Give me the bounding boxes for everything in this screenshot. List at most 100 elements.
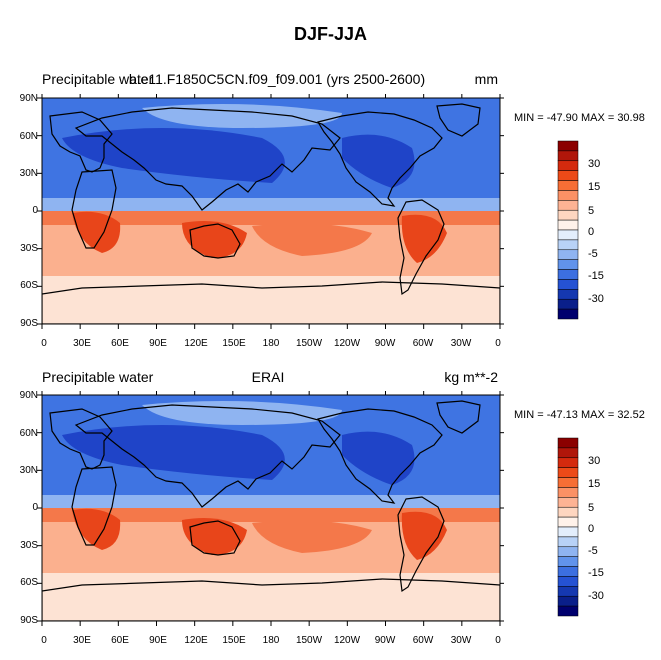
panel-1-lon-label: 60E xyxy=(111,338,129,349)
coastline xyxy=(42,281,500,324)
panel-2-lon-label: 30E xyxy=(73,635,91,646)
panel-2-lon-label: 0 xyxy=(41,635,47,646)
panel-1-right-title: mm xyxy=(474,71,498,87)
panel-1-lon-label: 60W xyxy=(412,338,434,349)
panel-1-lon-label: 120E xyxy=(184,338,208,349)
panel-1-lon-label: 150E xyxy=(222,338,246,349)
panel-2-lon-label: 150W xyxy=(295,635,323,646)
panel-1-lon-label: 180 xyxy=(262,338,280,349)
coastline xyxy=(49,111,113,173)
colorbar-swatch xyxy=(557,467,579,478)
colorbar-swatch xyxy=(557,308,579,320)
panel-1-lon-label: 30W xyxy=(450,338,472,349)
panel-2-lat-label: 30S xyxy=(20,540,38,551)
colorbar-swatch xyxy=(557,249,579,260)
coastline xyxy=(71,466,117,546)
panel-1-lon-label: 0 xyxy=(41,338,47,349)
coastline xyxy=(436,400,481,434)
colorbar-swatch xyxy=(557,209,579,221)
colorbar-swatch xyxy=(557,298,579,310)
panel-2-colorbar-label: 0 xyxy=(588,523,595,535)
coastline xyxy=(74,107,341,211)
panel-2-colorbar xyxy=(557,437,579,617)
coastline xyxy=(49,408,113,470)
panel-2-lon-label: 90E xyxy=(149,635,167,646)
panel-1-lon-label: 90E xyxy=(149,338,167,349)
panel-2-colorbar-label: -5 xyxy=(588,545,598,557)
panel-2-right-title: kg m**-2 xyxy=(444,369,498,385)
panel-1-field xyxy=(42,98,500,324)
panel-2-lon-label: 120W xyxy=(333,635,361,646)
colorbar-swatch xyxy=(557,170,579,181)
panel-2-lon-label: 0 xyxy=(495,635,501,646)
panel-1-colorbar-label: -30 xyxy=(588,293,604,305)
panel-2-lon-label: 150E xyxy=(222,635,246,646)
colorbar-swatch xyxy=(557,239,579,251)
panel-1-lat-label: 90S xyxy=(20,318,38,329)
panel-1-lat-label: 60S xyxy=(20,280,38,291)
colorbar-swatch xyxy=(557,259,579,270)
coastline xyxy=(42,578,500,621)
panel-1-lon-label: 0 xyxy=(495,338,501,349)
panel-2-lat-label: 90S xyxy=(20,615,38,626)
panel-1-lon-label: 90W xyxy=(374,338,396,349)
panel-1-lat-label: 30N xyxy=(19,168,38,179)
panel-2-left-title: Precipitable water xyxy=(42,369,154,385)
colorbar-swatch xyxy=(557,576,579,587)
colorbar-swatch xyxy=(557,497,579,508)
colorbar-swatch xyxy=(557,190,579,201)
panel-1-left-title: Precipitable water xyxy=(42,71,154,87)
panel-2-field xyxy=(42,395,500,621)
colorbar-swatch xyxy=(557,586,579,597)
panel-2-lon-label: 180 xyxy=(262,635,280,646)
panel-1-lon-label: 30E xyxy=(73,338,91,349)
colorbar-swatch xyxy=(557,269,579,280)
coastline xyxy=(317,408,443,504)
figure-title: DJF-JJA xyxy=(293,24,368,44)
panel-2-lat-label: 90N xyxy=(19,390,38,401)
panel-2-lat-label: 60N xyxy=(19,428,38,439)
colorbar-swatch xyxy=(557,229,579,241)
colorbar-swatch xyxy=(557,526,579,538)
panel-1-lat-label: 60N xyxy=(19,131,38,142)
panel-1-lat-label: 0 xyxy=(32,205,38,216)
coastline xyxy=(397,199,445,296)
colorbar-swatch xyxy=(557,457,579,468)
coastline xyxy=(74,404,341,508)
coastline xyxy=(436,103,481,137)
panel-2-lat-label: 30N xyxy=(19,465,38,476)
panel-1-colorbar-label: 5 xyxy=(588,205,595,217)
colorbar-swatch xyxy=(557,536,579,548)
colorbar-swatch xyxy=(557,289,579,300)
panel-2-lon-label: 60E xyxy=(111,635,129,646)
colorbar-swatch xyxy=(557,279,579,290)
panel-2-lat-label: 0 xyxy=(32,502,38,513)
panel-2-colorbar-label: -30 xyxy=(588,590,604,602)
colorbar-swatch xyxy=(557,566,579,577)
panel-2-colorbar-label: -15 xyxy=(588,567,604,579)
coastline xyxy=(397,496,445,593)
panel-2-colorbar-label: 15 xyxy=(588,478,601,490)
colorbar-swatch xyxy=(557,595,579,607)
coastline xyxy=(189,520,241,556)
panel-1-colorbar-label: -5 xyxy=(588,248,598,260)
panel-1-colorbar-label: 15 xyxy=(588,181,601,193)
panel-2-lon-label: 90W xyxy=(374,635,396,646)
colorbar-swatch xyxy=(557,516,579,528)
colorbar-swatch xyxy=(557,556,579,567)
panel-2-lon-label: 60W xyxy=(412,635,434,646)
panel-1-map xyxy=(37,94,504,329)
colorbar-swatch xyxy=(557,487,579,498)
panel-1-colorbar-label: 30 xyxy=(588,158,601,170)
colorbar-swatch xyxy=(557,180,579,191)
colorbar-swatch xyxy=(557,605,579,617)
panel-2-colorbar-label: 5 xyxy=(588,502,595,514)
colorbar-swatch xyxy=(557,506,579,518)
panel-1-colorbar-label: 0 xyxy=(588,226,595,238)
panel-2-center-title: ERAI xyxy=(251,369,285,385)
panel-1-lat-label: 30S xyxy=(20,243,38,254)
colorbar-swatch xyxy=(557,437,579,449)
panel-2-stats: MIN = -47.13 MAX = 32.52 xyxy=(514,409,645,421)
colorbar-swatch xyxy=(557,219,579,231)
